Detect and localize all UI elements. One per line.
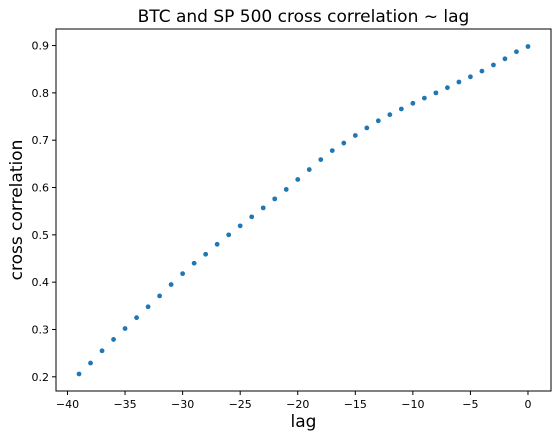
data-point — [318, 157, 324, 163]
y-tick-label: 0.6 — [32, 182, 50, 195]
x-tick-label: −40 — [56, 398, 79, 411]
y-tick-label: 0.7 — [32, 134, 50, 147]
data-points — [76, 44, 531, 377]
y-tick-label: 0.5 — [32, 229, 50, 242]
data-point — [283, 187, 289, 192]
x-tick-label: 0 — [524, 398, 531, 411]
y-tick-label: 0.9 — [32, 40, 50, 53]
y-axis-ticks: 0.2 0.3 0.4 0.5 0.6 0.7 0.8 0.9 — [32, 40, 56, 384]
x-tick-label: −20 — [286, 398, 309, 411]
data-point — [99, 348, 105, 354]
data-point — [525, 44, 531, 49]
y-tick-label: 0.4 — [32, 276, 50, 289]
data-point — [329, 148, 335, 154]
data-point — [306, 167, 312, 172]
data-point — [514, 49, 519, 55]
data-point — [226, 232, 232, 238]
x-tick-label: −35 — [113, 398, 136, 411]
x-tick-label: −30 — [171, 398, 194, 411]
data-point — [491, 62, 496, 68]
data-point — [134, 315, 139, 321]
data-point — [203, 251, 209, 257]
data-point — [237, 223, 243, 229]
data-point — [88, 360, 93, 366]
data-point — [168, 282, 174, 287]
data-point — [502, 56, 508, 62]
x-tick-label: −25 — [229, 398, 252, 411]
x-tick-label: −5 — [462, 398, 478, 411]
data-point — [145, 304, 151, 310]
x-axis-ticks: −40 −35 −30 −25 −20 −15 −10 −5 0 — [56, 391, 531, 411]
data-point — [295, 177, 301, 182]
data-point — [433, 90, 439, 96]
chart-title: BTC and SP 500 cross correlation ~ lag — [138, 7, 470, 27]
y-tick-label: 0.8 — [32, 87, 50, 100]
data-point — [421, 95, 427, 101]
data-point — [456, 79, 462, 85]
data-point — [260, 205, 266, 211]
plot-frame — [55, 28, 552, 392]
data-point — [111, 337, 116, 342]
data-point — [444, 85, 450, 91]
y-axis-label: cross correlation — [7, 140, 27, 281]
data-point — [157, 293, 163, 299]
data-point — [398, 106, 404, 112]
data-point — [272, 196, 278, 202]
data-point — [479, 68, 485, 74]
data-point — [375, 118, 381, 124]
data-point — [468, 74, 473, 80]
x-axis-label: lag — [291, 412, 317, 432]
x-tick-label: −15 — [344, 398, 367, 411]
data-point — [76, 371, 82, 377]
data-point — [122, 326, 128, 331]
data-point — [387, 112, 393, 118]
data-point — [364, 125, 370, 131]
data-point — [191, 260, 197, 266]
y-tick-label: 0.2 — [32, 371, 50, 384]
y-tick-label: 0.3 — [32, 323, 50, 336]
data-point — [180, 271, 186, 277]
data-point — [341, 140, 347, 146]
data-point — [352, 133, 358, 138]
data-point — [410, 100, 416, 106]
data-point — [214, 241, 220, 247]
data-point — [249, 214, 255, 220]
x-tick-label: −10 — [401, 398, 424, 411]
